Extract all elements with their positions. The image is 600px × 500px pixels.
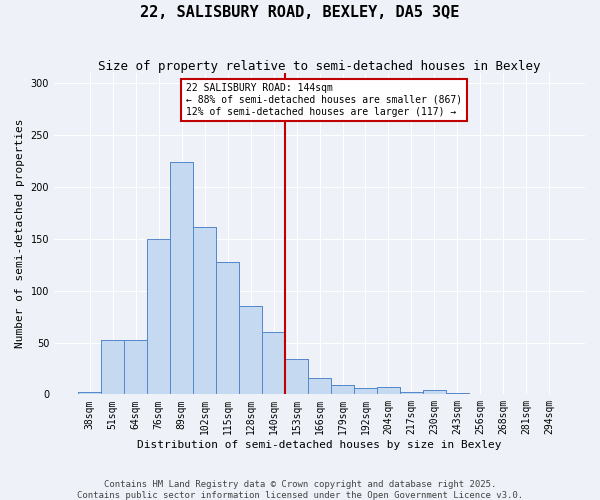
Bar — [101, 340, 124, 394]
Bar — [285, 359, 308, 394]
Bar — [331, 385, 354, 394]
Bar — [216, 262, 239, 394]
Bar — [377, 387, 400, 394]
Bar — [285, 359, 308, 394]
Bar — [400, 392, 423, 394]
Bar — [193, 228, 216, 394]
Bar — [308, 378, 331, 394]
Bar — [78, 392, 101, 394]
Bar — [101, 340, 124, 394]
Text: Contains HM Land Registry data © Crown copyright and database right 2025.
Contai: Contains HM Land Registry data © Crown c… — [77, 480, 523, 500]
Bar — [170, 162, 193, 394]
Bar — [239, 306, 262, 394]
Bar — [354, 388, 377, 394]
Bar — [423, 390, 446, 394]
Title: Size of property relative to semi-detached houses in Bexley: Size of property relative to semi-detach… — [98, 60, 541, 73]
Bar — [400, 392, 423, 394]
Bar — [78, 392, 101, 394]
X-axis label: Distribution of semi-detached houses by size in Bexley: Distribution of semi-detached houses by … — [137, 440, 502, 450]
Bar — [423, 390, 446, 394]
Text: 22 SALISBURY ROAD: 144sqm
← 88% of semi-detached houses are smaller (867)
12% of: 22 SALISBURY ROAD: 144sqm ← 88% of semi-… — [186, 84, 463, 116]
Bar — [239, 306, 262, 394]
Bar — [147, 239, 170, 394]
Text: 22, SALISBURY ROAD, BEXLEY, DA5 3QE: 22, SALISBURY ROAD, BEXLEY, DA5 3QE — [140, 5, 460, 20]
Bar — [331, 385, 354, 394]
Bar — [124, 340, 147, 394]
Bar — [147, 239, 170, 394]
Bar — [216, 262, 239, 394]
Y-axis label: Number of semi-detached properties: Number of semi-detached properties — [15, 119, 25, 348]
Bar — [377, 387, 400, 394]
Bar — [170, 162, 193, 394]
Bar — [124, 340, 147, 394]
Bar — [262, 332, 285, 394]
Bar — [262, 332, 285, 394]
Bar — [308, 378, 331, 394]
Bar — [354, 388, 377, 394]
Bar — [193, 228, 216, 394]
